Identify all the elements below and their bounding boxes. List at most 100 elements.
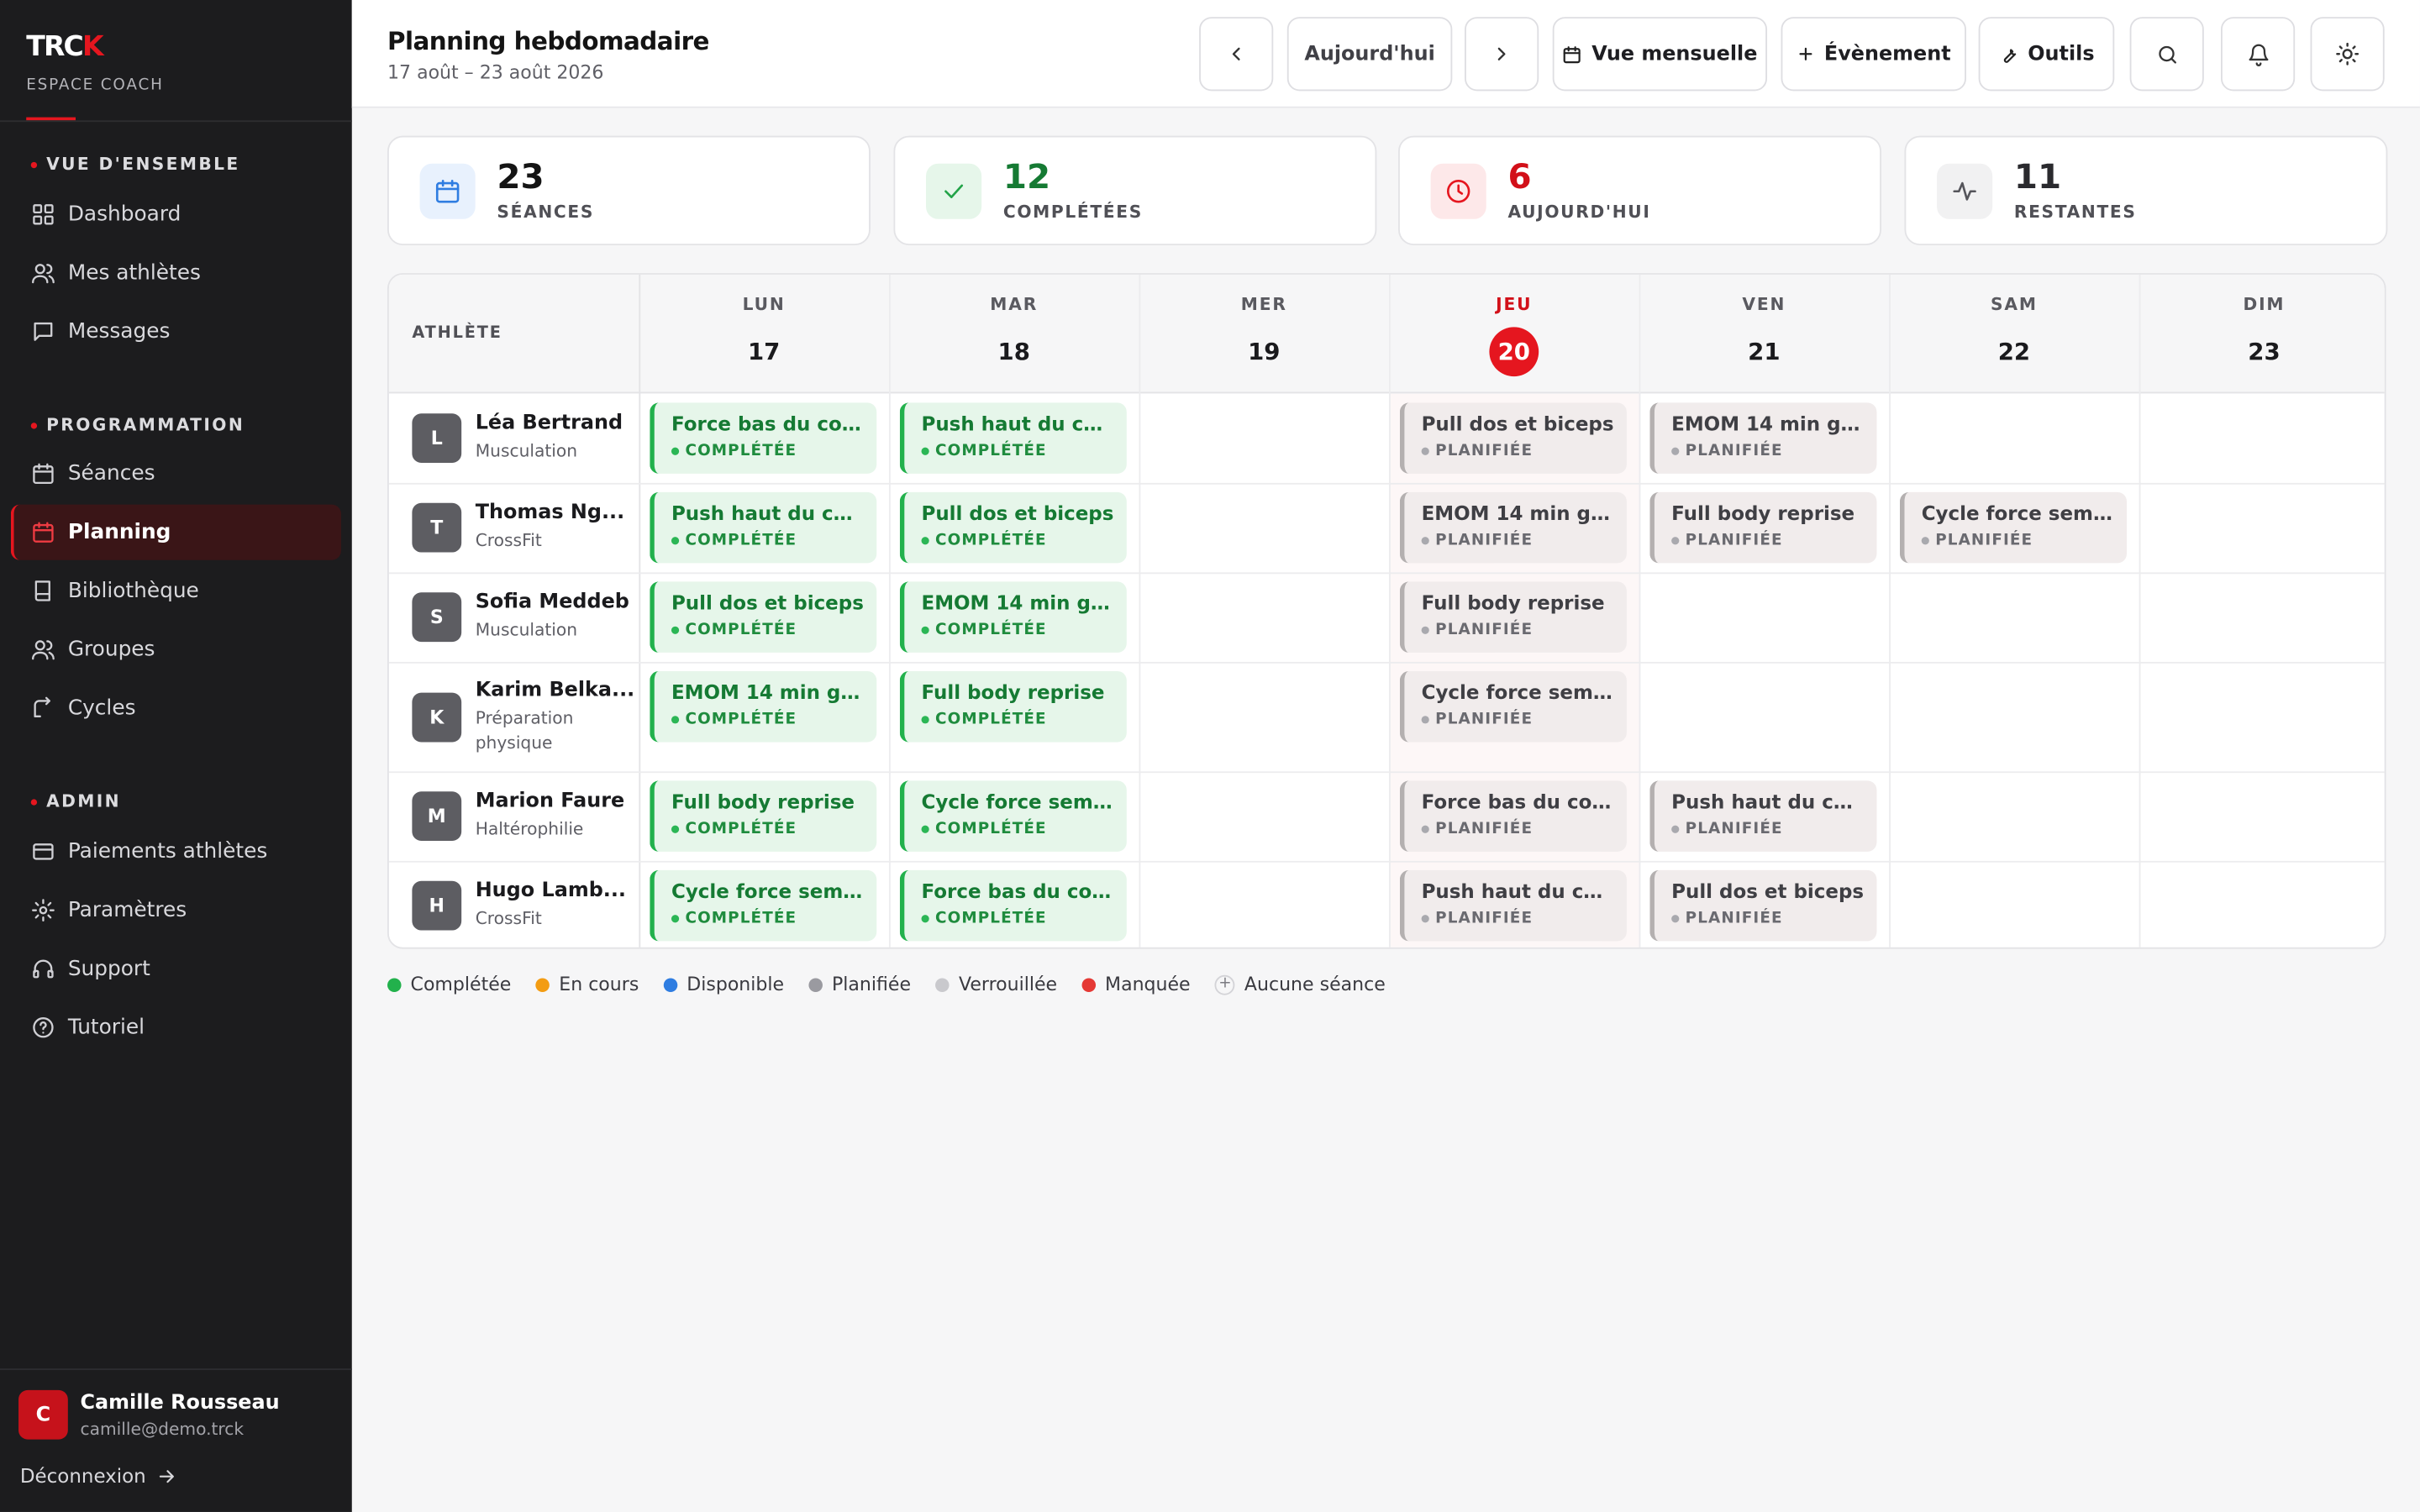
status-dot <box>921 537 929 545</box>
session-status: COMPLÉTÉE <box>671 911 876 927</box>
athlete-cell[interactable]: H Hugo Lamb... CrossFit <box>412 861 627 948</box>
calendar-icon <box>419 163 476 219</box>
session-status-label: COMPLÉTÉE <box>935 910 1047 927</box>
session-card[interactable]: Push haut du corps COMPLÉTÉE <box>650 491 877 564</box>
session-status: PLANIFIÉE <box>1671 821 1876 837</box>
stat-label: COMPLÉTÉES <box>1002 202 1143 223</box>
status-dot <box>671 626 680 634</box>
sun-icon <box>2336 42 2360 66</box>
session-status-label: PLANIFIÉE <box>1435 821 1534 838</box>
session-card[interactable]: Cycle force semaine 3 PLANIFIÉE <box>1899 491 2127 564</box>
user-profile[interactable]: C Camille Rousseau camille@demo.trck <box>18 1389 280 1440</box>
row-divider <box>388 572 2385 575</box>
day-name-mer: MER <box>1240 294 1287 315</box>
session-card[interactable]: EMOM 14 min gaina... PLANIFIÉE <box>1399 491 1627 564</box>
next-week-button[interactable] <box>1465 17 1539 92</box>
session-card[interactable]: EMOM 14 min gaina... PLANIFIÉE <box>1649 402 1877 474</box>
session-title: Pull dos et biceps <box>1421 412 1614 435</box>
status-dot <box>671 716 680 724</box>
status-dot <box>1421 626 1429 634</box>
athlete-cell[interactable]: K Karim Belka... Préparation physique <box>412 662 634 771</box>
session-status: COMPLÉTÉE <box>671 821 876 837</box>
status-dot <box>1421 447 1429 455</box>
legend-label: Planifiée <box>832 973 912 995</box>
session-title: Push haut du corps <box>921 412 1127 435</box>
session-card[interactable]: EMOM 14 min gaina... COMPLÉTÉE <box>899 581 1127 653</box>
users-icon <box>31 260 55 285</box>
session-card[interactable]: Full body reprise PLANIFIÉE <box>1649 491 1877 564</box>
athlete-discipline: CrossFit <box>475 908 542 929</box>
sidebar-item-seances[interactable]: Séances <box>11 446 341 501</box>
today-button[interactable]: Aujourd'hui <box>1286 17 1453 92</box>
athlete-discipline: CrossFit <box>475 530 542 551</box>
prev-week-button[interactable] <box>1199 17 1274 92</box>
user-email: camille@demo.trck <box>80 1418 245 1439</box>
sidebar-item-mes-athletes[interactable]: Mes athlètes <box>11 245 341 301</box>
athlete-cell[interactable]: S Sofia Meddeb Musculation <box>412 572 629 662</box>
session-card[interactable]: Pull dos et biceps COMPLÉTÉE <box>899 491 1127 564</box>
legend-dot <box>535 977 550 992</box>
session-title: EMOM 14 min gaina... <box>1671 412 1876 435</box>
session-status-label: PLANIFIÉE <box>1685 443 1783 460</box>
session-card[interactable]: Cycle force semaine 3 COMPLÉTÉE <box>899 780 1127 852</box>
notifications-button[interactable] <box>2221 17 2296 92</box>
session-status: PLANIFIÉE <box>1421 911 1627 927</box>
clock-icon <box>1430 163 1486 219</box>
status-dot <box>1421 537 1429 545</box>
session-title: Force bas du corps <box>921 879 1127 903</box>
search-button[interactable] <box>2129 17 2204 92</box>
sidebar-item-bibliotheque[interactable]: Bibliothèque <box>11 563 341 618</box>
session-title: Full body reprise <box>1671 501 1855 525</box>
session-card[interactable]: Cycle force semaine 3 PLANIFIÉE <box>1399 670 1627 743</box>
session-card[interactable]: Pull dos et biceps PLANIFIÉE <box>1399 402 1627 474</box>
sidebar-item-groupes[interactable]: Groupes <box>11 622 341 677</box>
session-status-label: COMPLÉTÉE <box>685 711 797 728</box>
session-card[interactable]: Full body reprise COMPLÉTÉE <box>650 780 877 852</box>
page-title: Planning hebdomadaire <box>387 26 709 56</box>
session-card[interactable]: Push haut du corps PLANIFIÉE <box>1399 869 1627 942</box>
card-icon <box>31 839 55 864</box>
sidebar-item-support[interactable]: Support <box>11 941 341 996</box>
month-view-button[interactable]: Vue mensuelle <box>1552 17 1768 92</box>
athlete-cell[interactable]: T Thomas Ng... CrossFit <box>412 483 624 573</box>
session-status: COMPLÉTÉE <box>671 711 876 728</box>
sidebar-item-cycles[interactable]: Cycles <box>11 680 341 736</box>
sidebar-item-paiements-athletes[interactable]: Paiements athlètes <box>11 824 341 879</box>
session-card[interactable]: Force bas du corps COMPLÉTÉE <box>650 402 877 474</box>
sidebar-item-parametres[interactable]: Paramètres <box>11 883 341 938</box>
session-status-label: PLANIFIÉE <box>1435 532 1534 549</box>
session-card[interactable]: EMOM 14 min gaina... COMPLÉTÉE <box>650 670 877 743</box>
session-card[interactable]: Full body reprise COMPLÉTÉE <box>899 670 1127 743</box>
brand[interactable]: TRCK ESPACE COACH <box>26 31 164 94</box>
session-card[interactable]: Force bas du corps COMPLÉTÉE <box>899 869 1127 942</box>
sidebar-item-planning[interactable]: Planning <box>10 504 341 560</box>
athlete-cell[interactable]: L Léa Bertrand Musculation <box>412 393 623 483</box>
section-title-label: VUE D'ENSEMBLE <box>46 154 240 175</box>
sidebar-item-dashboard[interactable]: Dashboard <box>11 186 341 242</box>
column-divider <box>639 274 641 948</box>
session-card[interactable]: Pull dos et biceps COMPLÉTÉE <box>650 581 877 653</box>
avatar: H <box>412 880 462 931</box>
session-card[interactable]: Push haut du corps COMPLÉTÉE <box>899 402 1127 474</box>
logout-button[interactable]: Déconnexion <box>20 1464 177 1488</box>
status-dot <box>671 825 680 833</box>
session-card[interactable]: Pull dos et biceps PLANIFIÉE <box>1649 869 1877 942</box>
day-number: 20 <box>1389 327 1639 377</box>
athlete-name: Hugo Lamb... <box>475 879 627 903</box>
session-title: Force bas du corps <box>1421 790 1627 813</box>
add-event-button[interactable]: Évènement <box>1781 17 1966 92</box>
stat-value: 12 <box>1002 159 1051 198</box>
session-card[interactable]: Cycle force semaine 3 COMPLÉTÉE <box>650 869 877 942</box>
column-divider <box>1639 274 1641 948</box>
sidebar-item-messages[interactable]: Messages <box>11 304 341 360</box>
athlete-cell[interactable]: M Marion Faure Haltérophilie <box>412 771 624 861</box>
session-card[interactable]: Push haut du corps PLANIFIÉE <box>1649 780 1877 852</box>
sidebar-item-tutoriel[interactable]: Tutoriel <box>11 1000 341 1055</box>
day-name-lun: LUN <box>742 294 786 315</box>
session-card[interactable]: Full body reprise PLANIFIÉE <box>1399 581 1627 653</box>
session-title: Pull dos et biceps <box>921 501 1114 525</box>
tools-button[interactable]: Outils <box>1978 17 2115 92</box>
session-card[interactable]: Force bas du corps PLANIFIÉE <box>1399 780 1627 852</box>
section-dot <box>30 160 38 168</box>
theme-toggle-button[interactable] <box>2310 17 2385 92</box>
